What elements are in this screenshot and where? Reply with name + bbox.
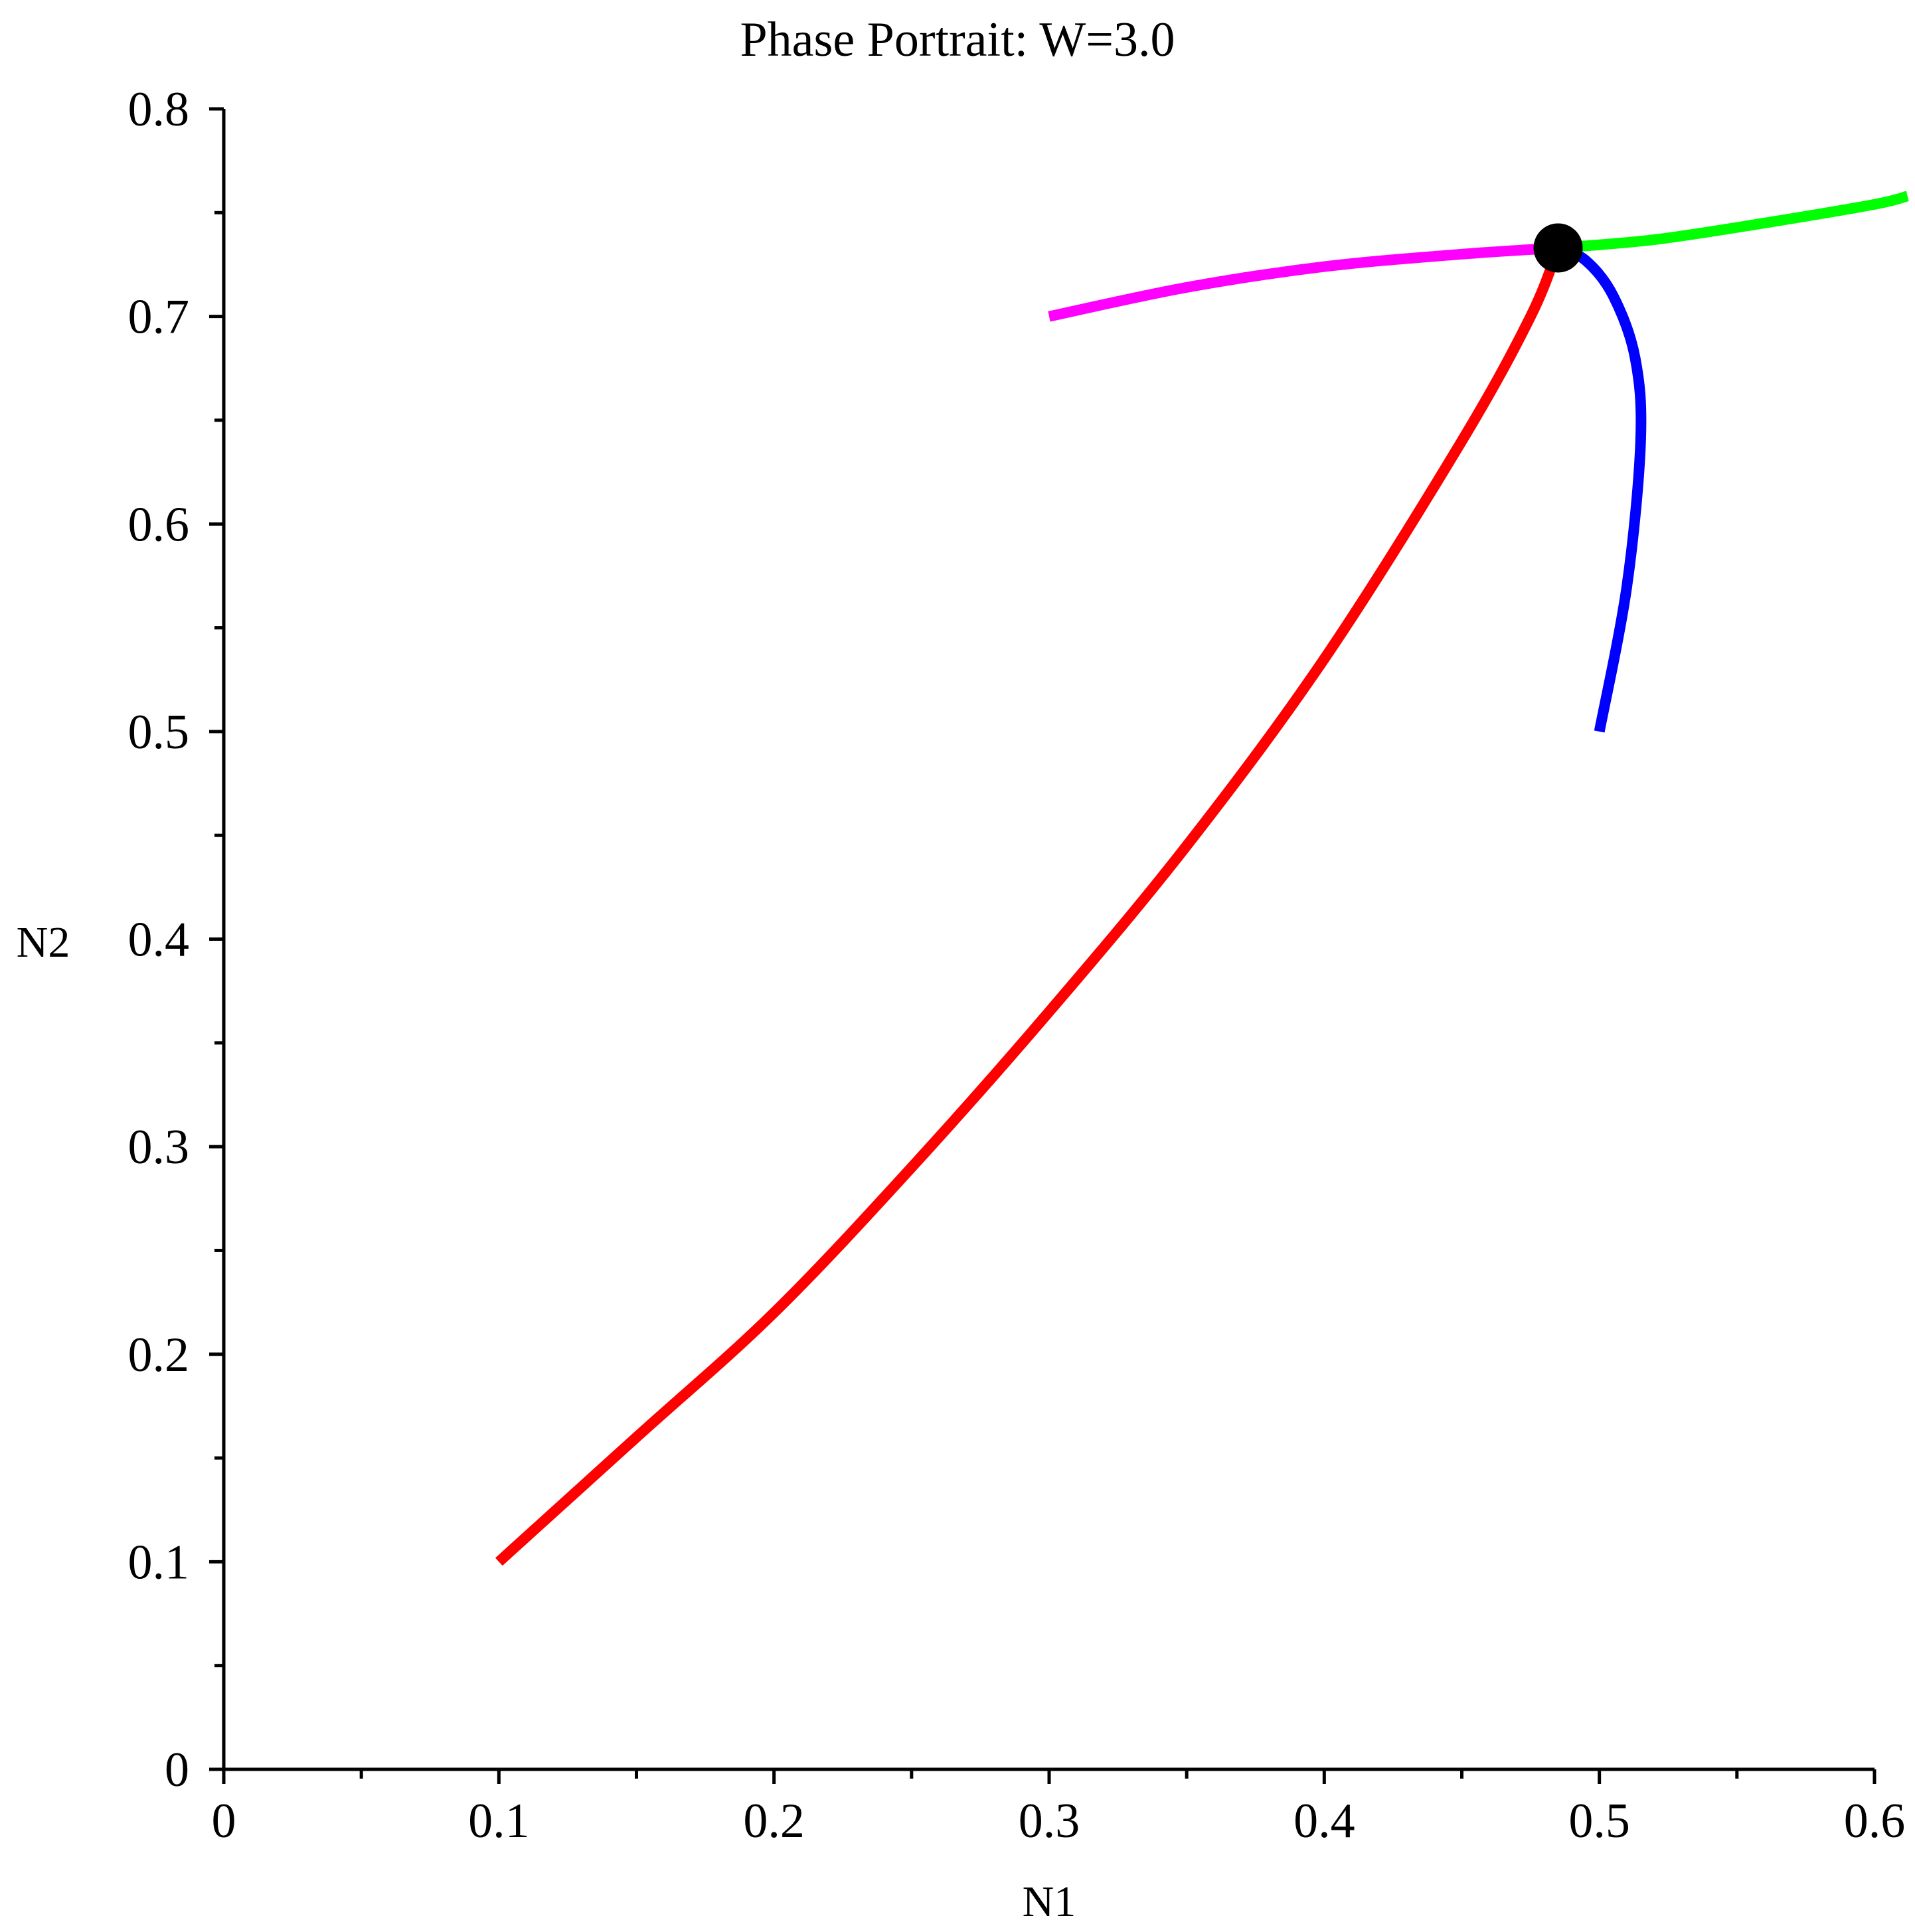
trajectory-magenta xyxy=(1048,242,1559,322)
y-tick-label: 0.5 xyxy=(128,705,190,760)
x-tick-label: 0.1 xyxy=(468,1794,530,1848)
y-tick-label: 0.8 xyxy=(128,82,190,137)
y-tick-label: 0.7 xyxy=(128,290,190,345)
y-ticks: 0 0.1 0.2 0.3 0.4 0.5 0.6 0.7 0.8 xyxy=(128,82,224,1797)
y-tick-label: 0.2 xyxy=(128,1328,190,1382)
y-tick-label: 0 xyxy=(165,1743,189,1797)
trajectory-blue xyxy=(1556,242,1647,733)
x-tick-label: 0 xyxy=(212,1794,236,1848)
equilibrium-point xyxy=(1533,223,1583,273)
x-tick-label: 0.2 xyxy=(743,1794,805,1848)
trajectory-red xyxy=(495,246,1563,1566)
x-axis-title: N1 xyxy=(1023,1878,1076,1926)
x-tick-label: 0.4 xyxy=(1293,1794,1355,1848)
y-tick-label: 0.6 xyxy=(128,497,190,552)
x-ticks: 0 0.1 0.2 0.3 0.4 0.5 0.6 xyxy=(212,1769,1906,1848)
y-axis-title: N2 xyxy=(17,918,70,967)
chart-title: Phase Portrait: W=3.0 xyxy=(740,13,1175,67)
y-tick-label: 0.4 xyxy=(128,913,190,967)
y-tick-label: 0.3 xyxy=(128,1120,190,1174)
x-tick-label: 0.5 xyxy=(1568,1794,1630,1848)
x-tick-label: 0.3 xyxy=(1019,1794,1080,1848)
marker-layer xyxy=(1533,223,1583,273)
series-layer xyxy=(495,191,1909,1566)
trajectory-green xyxy=(1557,191,1909,254)
y-tick-label: 0.1 xyxy=(128,1535,190,1589)
x-tick-label: 0.6 xyxy=(1844,1794,1906,1848)
